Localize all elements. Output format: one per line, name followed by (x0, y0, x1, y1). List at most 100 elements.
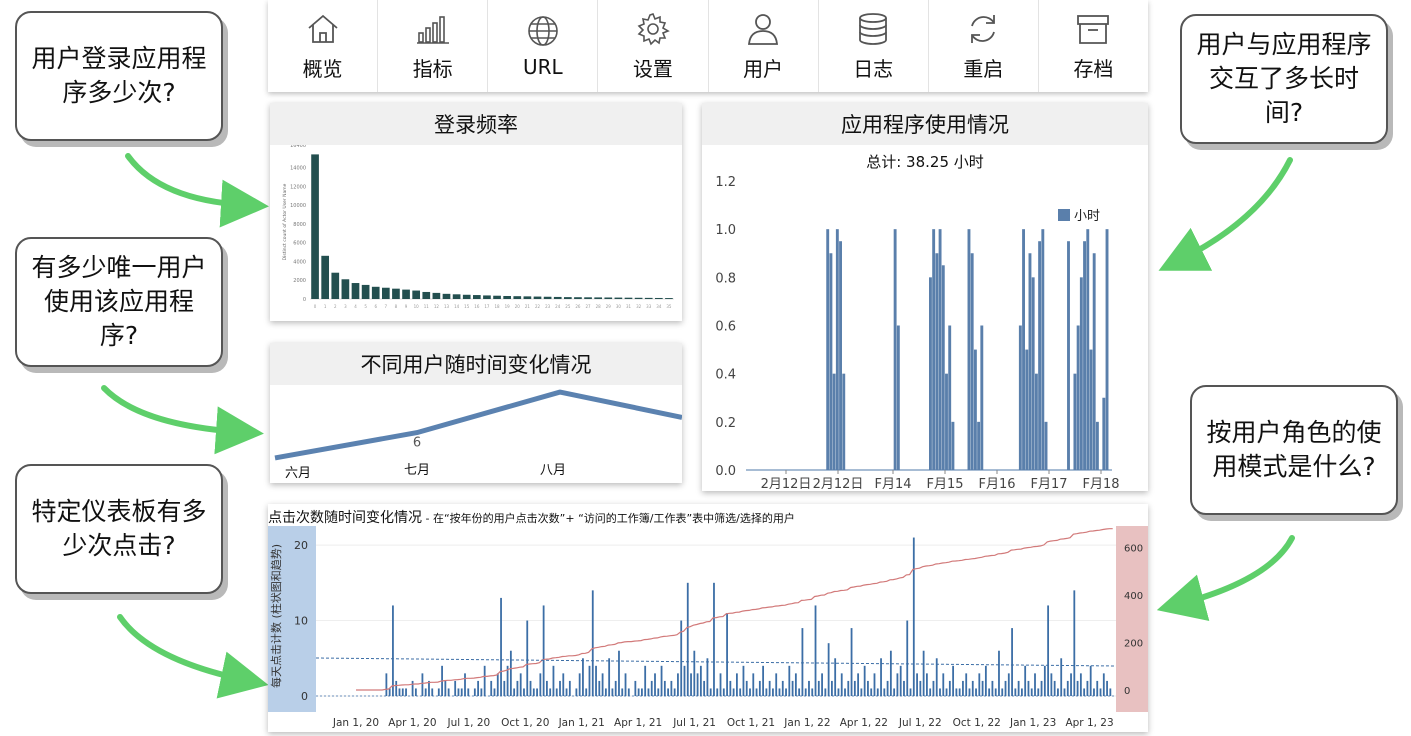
toolbar-logs-button[interactable]: 日志 (819, 0, 929, 92)
x-tick-label: 8 (395, 304, 398, 309)
bar (896, 325, 900, 470)
bar (896, 673, 899, 696)
bar (1027, 680, 1030, 696)
bar (826, 229, 830, 470)
x-tick-label: 六月 (285, 466, 311, 481)
clicks-heading: 点击次数随时间变化情况 - 在“按年份的用户点击次数”+ “访问的工作簿/工作表… (268, 507, 795, 527)
bar (772, 688, 774, 696)
bar (945, 688, 948, 696)
x-tick-label: F月14 (874, 477, 911, 492)
bar (690, 673, 692, 696)
x-tick-label: 14 (454, 304, 460, 309)
bar (686, 582, 689, 696)
bar (604, 688, 607, 696)
refresh-icon (971, 14, 996, 43)
bar (739, 688, 742, 696)
bar (657, 688, 660, 696)
bar (948, 325, 952, 470)
bar (381, 287, 390, 299)
bar (568, 680, 571, 696)
bar (870, 688, 873, 696)
x-tick-label: Oct 1, 20 (501, 717, 549, 729)
bar (781, 680, 784, 696)
bar (1067, 241, 1070, 470)
cumulative-line (356, 528, 1113, 691)
bar (850, 628, 853, 696)
x-tick-label: F月17 (1030, 477, 1067, 492)
bar (311, 154, 319, 299)
bar (970, 253, 974, 470)
bar (677, 673, 679, 696)
bar (351, 283, 360, 299)
x-tick-label: 2 (334, 304, 337, 309)
toolbar-overview-button[interactable]: 概览 (268, 0, 379, 92)
toolbar-label: 用户 (743, 56, 784, 81)
toolbar-metrics-button[interactable]: 指标 (378, 0, 489, 92)
x-tick-label: Jul 1, 21 (672, 717, 716, 729)
bar (745, 680, 748, 696)
bar (467, 688, 470, 696)
bar (1024, 665, 1027, 696)
bar (1011, 628, 1013, 696)
x-tick-label: Jan 1, 22 (783, 717, 830, 729)
x-tick-label: 28 (596, 304, 602, 309)
bar (447, 688, 450, 696)
bar (758, 680, 761, 696)
bar (431, 688, 434, 696)
bar (627, 688, 630, 696)
callout-text: 用户与应用程序交互了多长时间? (1196, 30, 1372, 127)
bar (401, 688, 404, 696)
bar (1057, 688, 1059, 696)
arrow-to-dashboard-clicks (117, 614, 269, 699)
x-tick-label: Jul 1, 20 (446, 717, 490, 729)
y-tick-label: 0.2 (715, 416, 736, 431)
bar (513, 688, 516, 696)
bar (670, 680, 673, 696)
bar (867, 680, 869, 696)
bar (699, 665, 702, 696)
bar (392, 605, 394, 696)
arrow-to-login-frequency (125, 153, 269, 228)
toolbar-restart-button[interactable]: 重启 (929, 0, 1039, 92)
bar (634, 297, 643, 299)
left-tick-label: 20 (294, 539, 308, 552)
bar (665, 298, 673, 299)
bar (437, 688, 440, 696)
bar (553, 296, 562, 299)
bar (722, 688, 725, 696)
toolbar-archive-button[interactable]: 存档 (1039, 0, 1148, 92)
bar (1014, 688, 1017, 696)
bar (912, 537, 915, 696)
bar (1060, 658, 1063, 696)
bar (952, 665, 955, 696)
clicks-subtitle: - 在“按年份的用户点击次数”+ “访问的工作簿/工作表”表中筛选/选择的用户 (422, 512, 795, 525)
x-tick-label: 30 (616, 304, 622, 309)
bar (965, 673, 968, 696)
x-tick-label: 25 (565, 304, 571, 309)
bar (922, 650, 925, 696)
x-tick-label: 17 (484, 304, 490, 309)
bar (962, 680, 964, 696)
bar (729, 680, 732, 696)
bar (977, 421, 981, 470)
toolbar-settings-button[interactable]: 设置 (598, 0, 709, 92)
bar (493, 688, 496, 696)
bar (388, 688, 391, 696)
toolbar-url-button[interactable]: URL (488, 0, 599, 92)
bar (473, 688, 476, 696)
bar (1093, 688, 1095, 696)
bar (981, 680, 984, 696)
bar (857, 673, 860, 696)
x-tick-label: F月16 (978, 477, 1015, 492)
x-tick-label: 22 (535, 304, 541, 309)
bar (588, 665, 591, 696)
bar (942, 673, 945, 696)
globe-icon (528, 16, 558, 46)
x-tick-label: 13 (444, 304, 450, 309)
bar (405, 688, 407, 696)
bar (893, 688, 896, 696)
x-tick-label: 29 (606, 304, 612, 309)
bar (814, 605, 817, 696)
toolbar-users-button[interactable]: 用户 (709, 0, 819, 92)
usage-total: 总计: 38.25 小时 (866, 153, 984, 171)
